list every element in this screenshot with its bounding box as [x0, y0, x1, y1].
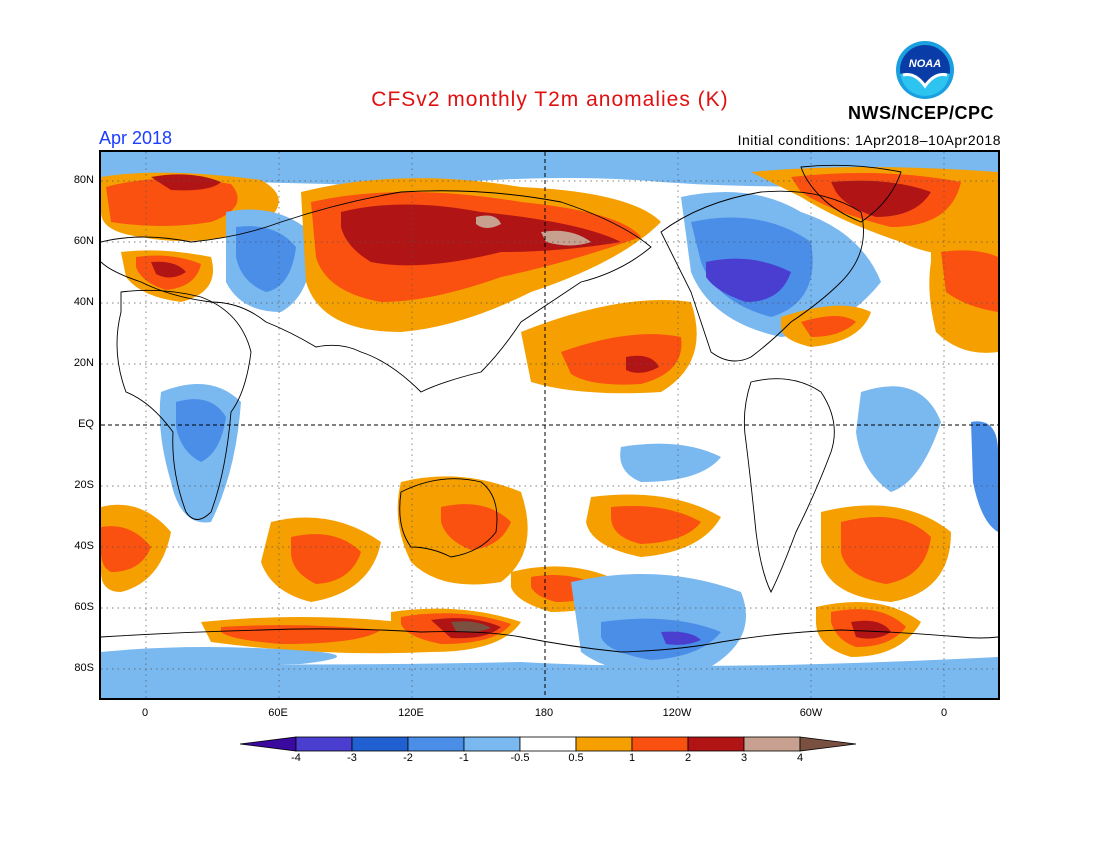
- anomaly-region: [601, 618, 721, 660]
- anomaly-region: [236, 226, 296, 292]
- coastlines: [101, 164, 998, 653]
- anomaly-region: [971, 421, 998, 532]
- colorbar-swatch: [687, 736, 745, 752]
- anomaly-region: [441, 504, 511, 550]
- noaa-logo: NOAA: [895, 40, 955, 100]
- colorbar-arrow-high: [799, 736, 857, 752]
- anomaly-region: [941, 250, 998, 312]
- lon-label: 180: [534, 707, 554, 719]
- anomaly-region: [151, 174, 221, 191]
- lon-label: 0: [141, 707, 149, 719]
- anomaly-region: [611, 506, 701, 544]
- lat-label: 80N: [73, 174, 94, 186]
- anomaly-region: [801, 316, 856, 337]
- lat-label: 60N: [73, 235, 94, 247]
- anomaly-region: [561, 334, 682, 385]
- colorbar: [239, 735, 860, 758]
- colorbar-label: -1: [459, 752, 469, 764]
- anomaly-region: [851, 620, 891, 639]
- map-title: CFSv2 monthly T2m anomalies (K): [371, 88, 729, 111]
- anomaly-region: [856, 386, 941, 492]
- colorbar-swatch: [743, 736, 801, 752]
- anomaly-region: [661, 631, 701, 645]
- anomaly-region: [341, 204, 621, 266]
- colorbar-swatch: [407, 736, 465, 752]
- anomaly-region: [451, 621, 491, 632]
- anomaly-region: [151, 261, 186, 278]
- anomaly-region: [291, 534, 361, 584]
- colorbar-label: -2: [403, 752, 413, 764]
- anomaly-region: [101, 526, 151, 572]
- anomaly-region: [620, 443, 721, 482]
- anomaly-region: [626, 355, 659, 373]
- colorbar-label: -3: [347, 752, 357, 764]
- anomaly-region: [106, 178, 238, 226]
- colorbar-swatch: [351, 736, 409, 752]
- lon-label: 60W: [799, 707, 823, 719]
- lat-label: 80S: [74, 662, 94, 674]
- colorbar-label: 0.5: [568, 752, 584, 764]
- lat-label: 40S: [74, 540, 94, 552]
- lat-label: 20N: [73, 357, 94, 369]
- colorbar-arrow-low: [239, 736, 297, 752]
- lon-label: 0: [940, 707, 948, 719]
- colorbar-label: -4: [291, 752, 301, 764]
- colorbar-label: -0.5: [510, 752, 530, 764]
- lon-label: 120W: [662, 707, 692, 719]
- colorbar-label: 3: [740, 752, 748, 764]
- lon-label: 60E: [268, 707, 288, 719]
- lat-label: 20S: [74, 479, 94, 491]
- anomaly-field: [101, 152, 998, 698]
- anomaly-region: [101, 647, 337, 666]
- anomaly-region: [101, 657, 998, 698]
- lat-label: 60S: [74, 601, 94, 613]
- agency-label: NWS/NCEP/CPC: [848, 103, 995, 123]
- colorbar-swatch: [519, 736, 577, 752]
- lon-label: 120E: [398, 707, 424, 719]
- anomaly-map: [99, 150, 1000, 700]
- colorbar-label: 2: [684, 752, 692, 764]
- colorbar-swatch: [463, 736, 521, 752]
- colorbar-swatch: [575, 736, 633, 752]
- lat-label: 40N: [73, 296, 94, 308]
- anomaly-region: [476, 215, 501, 228]
- colorbar-swatch: [631, 736, 689, 752]
- anomaly-region: [706, 258, 791, 302]
- initial-conditions: Initial conditions: 1Apr2018–10Apr2018: [737, 132, 1001, 148]
- anomaly-region: [831, 180, 931, 217]
- colorbar-swatch: [295, 736, 353, 752]
- anomaly-region: [841, 517, 931, 584]
- colorbar-label: 1: [628, 752, 636, 764]
- lat-label: EQ: [78, 418, 94, 430]
- anomaly-region: [176, 399, 226, 462]
- logo-text: NOAA: [909, 58, 941, 70]
- month-label: Apr 2018: [99, 128, 173, 148]
- colorbar-label: 4: [796, 752, 804, 764]
